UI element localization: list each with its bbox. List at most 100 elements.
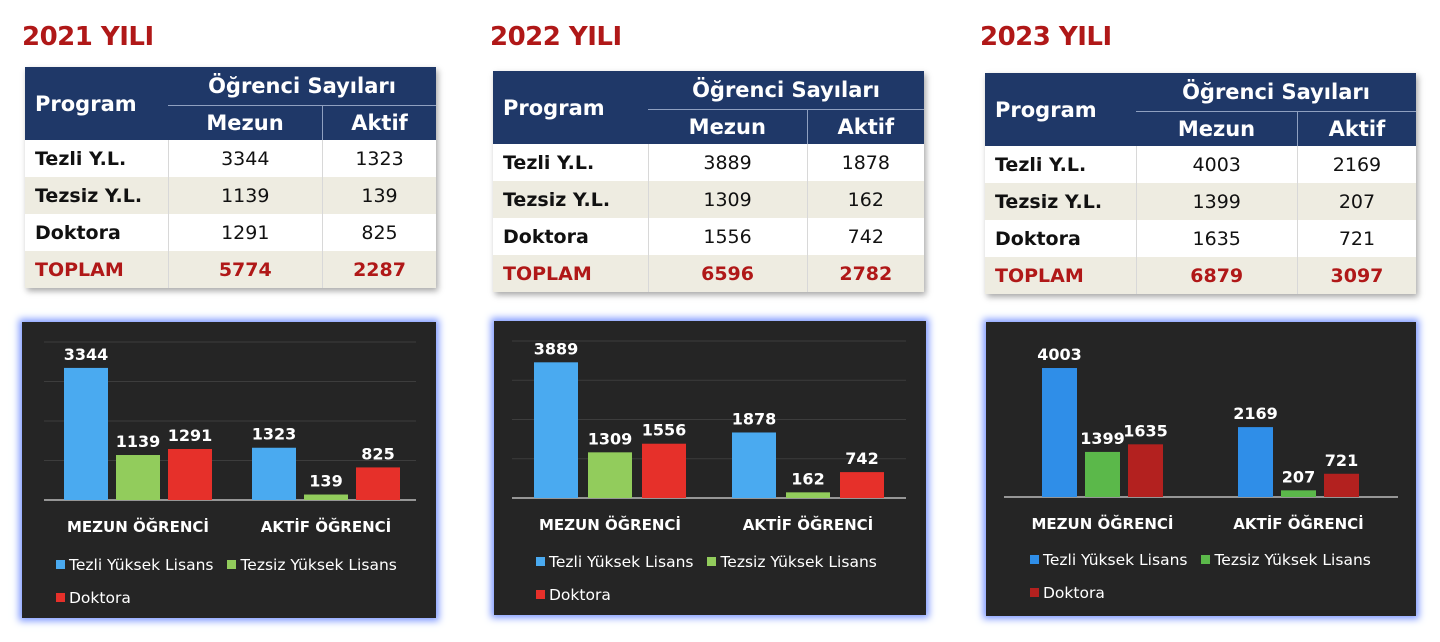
table-row: Tezli Y.L. 3344 1323 [25,140,436,177]
category-label: MEZUN ÖĞRENCİ [539,515,681,534]
data-label: 1556 [642,421,687,440]
bar [588,452,632,498]
data-label: 207 [1282,467,1315,486]
mezun-header: Mezun [1136,111,1298,146]
bar [1128,444,1163,497]
mezun-value: 1399 [1136,183,1298,220]
legend-label: Tezli Yüksek Lisans [549,553,694,571]
table-row: Tezsiz Y.L. 1309 162 [493,181,924,218]
mezun-total: 6879 [1136,257,1298,294]
data-label: 162 [791,469,824,488]
legend-label: Doktora [69,589,131,607]
program-name: Tezsiz Y.L. [493,181,649,218]
data-label: 1139 [116,432,161,451]
legend-label: Tezsiz Yüksek Lisans [720,553,877,571]
legend-item: Tezli Yüksek Lisans [56,549,213,582]
aktif-value: 139 [322,177,436,214]
data-label: 742 [845,449,878,468]
program-name: Tezli Y.L. [493,144,649,181]
program-name: Doktora [25,214,169,251]
table-row: Doktora 1635 721 [985,220,1416,257]
program-header: Program [985,73,1136,146]
year-title: 2021 YILI [22,22,154,52]
program-name: Tezli Y.L. [25,140,169,177]
bar [1324,473,1359,497]
program-name: Tezsiz Y.L. [25,177,169,214]
bar [116,455,160,500]
legend-label: Doktora [1043,584,1105,602]
aktif-value: 2169 [1297,146,1416,183]
total-label: TOPLAM [493,255,649,292]
student-stats-table: Program Öğrenci Sayıları Mezun Aktif Tez… [493,71,924,292]
mezun-value: 1556 [648,218,808,255]
bar-chart: 4003 1399 1635 MEZUN ÖĞRENCİ 2169 207 721 AKTİF… [986,322,1416,616]
total-row: TOPLAM 6879 3097 [985,257,1416,294]
bar [356,467,400,500]
bar [168,449,212,500]
legend-swatch [536,557,545,566]
legend-item: Doktora [56,582,131,615]
bar [642,443,686,498]
year-title: 2022 YILI [490,22,622,52]
student-counts-header: Öğrenci Sayıları [168,67,436,106]
program-header: Program [493,71,648,144]
bar [840,472,884,498]
bar [1085,451,1120,497]
year-panel-2021: 2021 YILI Program Öğrenci Sayıları Mezun… [22,0,440,642]
mezun-header: Mezun [168,105,324,140]
table-row: Doktora 1556 742 [493,218,924,255]
mezun-total: 5774 [168,251,324,288]
table-row: Tezli Y.L. 4003 2169 [985,146,1416,183]
legend-swatch [227,560,237,569]
aktif-value: 1878 [807,144,924,181]
program-name: Doktora [985,220,1137,257]
student-stats-table: Program Öğrenci Sayıları Mezun Aktif Tez… [25,67,436,288]
aktif-value: 162 [807,181,924,218]
chart-legend: Tezli Yüksek Lisans Tezsiz Yüksek Lisans D… [536,546,921,612]
mezun-value: 1309 [648,181,808,218]
chart-legend: Tezli Yüksek Lisans Tezsiz Yüksek Lisans D… [1030,544,1410,610]
legend-item: Tezli Yüksek Lisans [536,546,693,579]
data-label: 1309 [588,429,633,448]
data-label: 1291 [168,426,213,445]
aktif-total: 2287 [322,251,436,288]
bar [1042,368,1077,497]
program-header: Program [25,67,168,140]
student-counts-header: Öğrenci Sayıları [1136,73,1416,112]
bar [252,447,296,500]
total-label: TOPLAM [25,251,169,288]
chart-legend: Tezli Yüksek Lisans Tezsiz Yüksek Lisans D… [56,549,426,615]
legend-item: Doktora [1030,577,1105,610]
legend-swatch [1201,555,1211,564]
category-label: AKTİF ÖĞRENCİ [1233,514,1364,533]
data-label: 1635 [1123,421,1168,440]
category-label: MEZUN ÖĞRENCİ [67,517,209,536]
mezun-value: 1635 [1136,220,1298,257]
data-label: 1323 [252,425,297,444]
aktif-value: 207 [1297,183,1416,220]
legend-swatch [536,590,545,599]
year-title: 2023 YILI [980,22,1112,52]
aktif-value: 1323 [322,140,436,177]
legend-label: Tezli Yüksek Lisans [69,556,214,574]
bar [732,432,776,498]
year-panel-2022: 2022 YILI Program Öğrenci Sayıları Mezun… [490,0,930,642]
legend-item: Tezsiz Yüksek Lisans [707,546,877,579]
table-row: Tezsiz Y.L. 1139 139 [25,177,436,214]
legend-label: Tezli Yüksek Lisans [1043,551,1188,569]
bar-chart: 3889 1309 1556 MEZUN ÖĞRENCİ 1878 162 742 AKTİF… [494,321,926,615]
data-label: 721 [1325,451,1358,470]
bar [534,362,578,498]
legend-swatch [707,557,717,566]
program-name: Doktora [493,218,649,255]
data-label: 2169 [1233,404,1278,423]
student-counts-header: Öğrenci Sayıları [648,71,924,110]
bar [64,367,108,500]
legend-swatch [1030,588,1039,597]
legend-swatch [1030,555,1039,564]
legend-item: Tezsiz Yüksek Lisans [1201,544,1371,577]
legend-item: Tezli Yüksek Lisans [1030,544,1187,577]
bar [1238,427,1273,497]
data-label: 1878 [732,409,777,428]
